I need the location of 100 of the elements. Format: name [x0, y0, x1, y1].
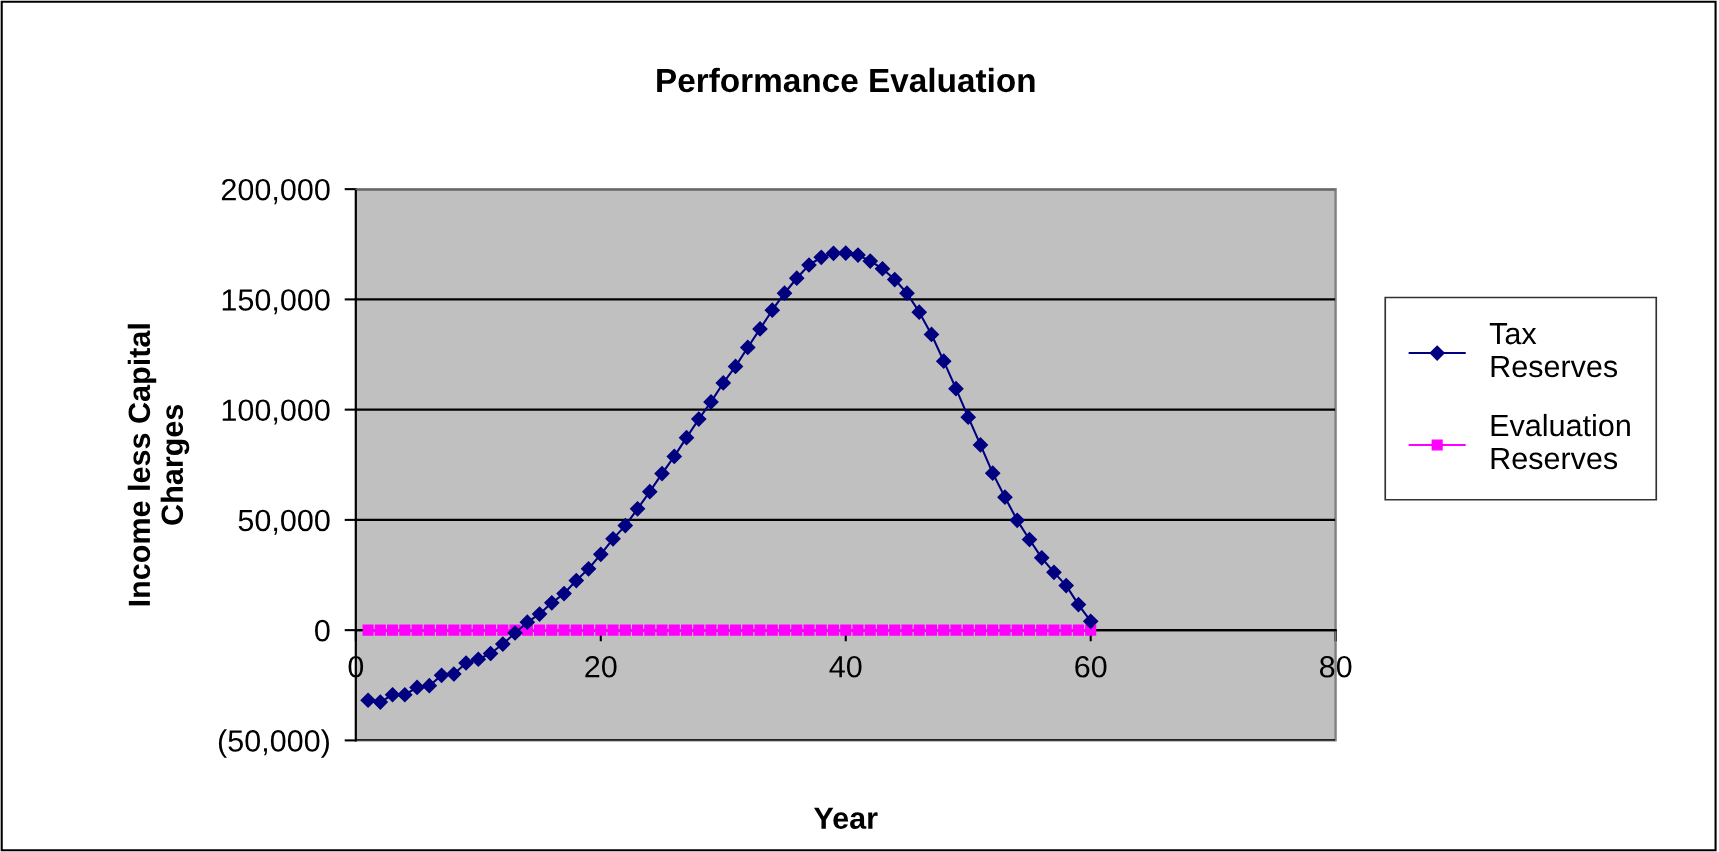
- point: [533, 624, 546, 636]
- point: [360, 692, 376, 708]
- point: [1083, 613, 1099, 629]
- chart-title: Performance Evaluation: [657, 67, 1035, 93]
- y-tick-label: 50,000: [238, 509, 330, 535]
- point: [1058, 578, 1074, 594]
- point: [693, 624, 705, 636]
- x-tick-label: 40: [829, 655, 862, 678]
- point: [691, 411, 707, 427]
- y-tick-label: 200,000: [221, 178, 330, 205]
- point: [1023, 624, 1036, 636]
- point: [887, 271, 903, 288]
- point: [362, 624, 374, 636]
- point: [729, 624, 742, 636]
- y-axis-title: Income less Capital Charges: [127, 324, 190, 606]
- point: [1011, 624, 1023, 636]
- point: [876, 624, 889, 636]
- point: [644, 624, 656, 636]
- point: [742, 624, 754, 636]
- point: [629, 501, 646, 517]
- point: [899, 285, 915, 301]
- point: [997, 489, 1013, 505]
- point: [397, 687, 413, 703]
- point: [950, 624, 962, 636]
- point: [987, 624, 999, 636]
- point: [631, 624, 644, 636]
- point: [374, 624, 386, 636]
- point: [838, 245, 854, 261]
- point: [1034, 550, 1050, 566]
- point: [433, 667, 450, 683]
- point: [372, 694, 388, 710]
- point: [1046, 564, 1062, 580]
- point: [901, 624, 913, 636]
- point: [1048, 624, 1060, 636]
- point: [778, 624, 791, 636]
- point: [925, 624, 938, 636]
- point: [840, 624, 852, 636]
- x-tick-label: 60: [1075, 655, 1107, 678]
- point: [654, 466, 670, 482]
- point: [972, 437, 989, 453]
- point: [423, 624, 435, 636]
- point: [436, 624, 448, 636]
- point: [1070, 596, 1087, 613]
- point: [385, 687, 401, 703]
- point: [558, 624, 570, 636]
- point: [1036, 624, 1048, 636]
- point: [399, 624, 411, 636]
- point: [570, 624, 582, 636]
- point: [617, 518, 633, 534]
- point: [605, 531, 621, 547]
- point: [495, 636, 511, 652]
- x-tick-label: 80: [1320, 655, 1352, 678]
- point: [801, 257, 817, 273]
- point: [678, 430, 695, 446]
- point: [754, 624, 766, 636]
- point: [448, 624, 460, 636]
- point: [446, 666, 462, 682]
- point: [470, 651, 486, 667]
- point: [813, 249, 829, 265]
- point: [458, 655, 474, 671]
- point: [582, 624, 595, 636]
- point: [850, 247, 866, 263]
- point: [1009, 512, 1025, 528]
- point: [411, 624, 423, 636]
- point: [595, 624, 607, 636]
- y-tick-label: 0: [315, 619, 330, 642]
- point: [666, 448, 682, 464]
- point: [482, 645, 499, 662]
- point: [791, 624, 803, 636]
- point: [862, 253, 878, 269]
- point: [766, 624, 778, 636]
- point: [789, 270, 805, 286]
- point: [607, 624, 619, 636]
- point: [911, 304, 927, 320]
- point: [387, 624, 399, 636]
- point: [717, 624, 729, 636]
- point: [938, 624, 950, 636]
- y-tick-label: 150,000: [222, 289, 330, 315]
- point: [715, 375, 731, 391]
- point: [409, 679, 425, 696]
- point: [752, 321, 768, 337]
- point: [705, 624, 717, 636]
- y-tick-label: 100,000: [222, 399, 330, 425]
- point: [740, 339, 756, 356]
- point: [642, 484, 658, 500]
- y-tick-label: (50,000): [218, 729, 329, 758]
- point: [421, 678, 437, 694]
- point: [568, 572, 584, 589]
- point: [727, 358, 744, 374]
- point: [656, 624, 668, 636]
- x-tick-label: 20: [585, 655, 617, 678]
- point: [519, 614, 535, 630]
- point: [874, 261, 891, 277]
- point: [1060, 624, 1072, 636]
- point: [1072, 624, 1085, 636]
- point: [827, 624, 840, 636]
- point: [889, 624, 901, 636]
- point: [999, 624, 1011, 636]
- point: [531, 606, 548, 622]
- point: [803, 624, 815, 636]
